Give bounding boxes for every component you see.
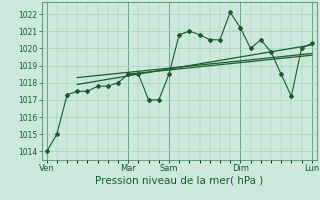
X-axis label: Pression niveau de la mer( hPa ): Pression niveau de la mer( hPa ) [95, 176, 263, 186]
